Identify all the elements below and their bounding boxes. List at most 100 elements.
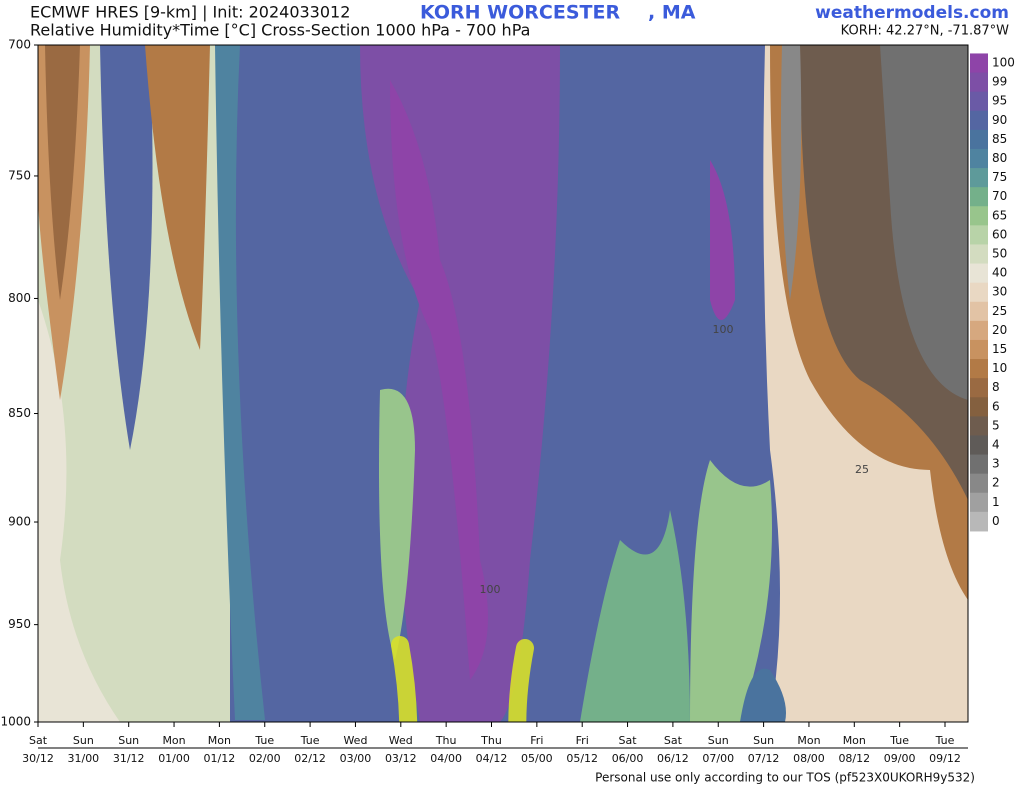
- field: [38, 45, 968, 722]
- colorbar-label: 30: [992, 285, 1007, 299]
- colorbar-label: 20: [992, 323, 1007, 337]
- colorbar-swatch: [970, 359, 988, 379]
- colorbar-swatch: [970, 168, 988, 188]
- field-region: [100, 45, 153, 450]
- colorbar-swatch: [970, 473, 988, 494]
- field-region: [390, 80, 488, 680]
- colorbar-label: 15: [992, 342, 1007, 356]
- x-tick-time: 06/12: [657, 752, 689, 765]
- colorbar-label: 85: [992, 132, 1007, 146]
- x-tick-label: Tue: [300, 734, 320, 747]
- x-tick-label: Wed: [389, 734, 413, 747]
- colorbar-label: 40: [992, 266, 1007, 280]
- x-tick-label: Fri: [530, 734, 543, 747]
- x-tick-label: Mon: [797, 734, 820, 747]
- field-region: [580, 510, 690, 722]
- colorbar-swatch: [970, 282, 988, 303]
- colorbar-label: 10: [992, 361, 1007, 375]
- colorbar-label: 50: [992, 247, 1007, 261]
- x-tick-time: 05/00: [521, 752, 553, 765]
- colorbar-label: 99: [992, 75, 1007, 89]
- colorbar-swatch: [970, 206, 988, 226]
- x-tick-label: Sat: [29, 734, 48, 747]
- x-tick-label: Fri: [576, 734, 589, 747]
- colorbar-swatch: [970, 148, 988, 169]
- x-tick-time: 31/12: [113, 752, 145, 765]
- chart-title: ECMWF HRES [9-km] | Init: 2024033012: [30, 3, 350, 22]
- colorbar-swatch: [970, 244, 988, 265]
- colorbar-label: 75: [992, 170, 1007, 184]
- x-tick-time: 01/00: [158, 752, 190, 765]
- colorbar-swatch: [970, 492, 988, 513]
- x-tick-time: 04/00: [430, 752, 462, 765]
- colorbar-label: 60: [992, 227, 1007, 241]
- x-tick-label: Thu: [480, 734, 502, 747]
- field-region: [690, 460, 772, 722]
- x-tick-time: 07/12: [748, 752, 780, 765]
- colorbar-swatch: [970, 129, 988, 150]
- x-tick-time: 03/00: [340, 752, 372, 765]
- colorbar-swatch: [970, 339, 988, 360]
- subtitle: Relative Humidity*Time [°C] Cross-Sectio…: [30, 21, 530, 40]
- x-tick-time: 02/00: [249, 752, 281, 765]
- x-tick-time: 08/00: [793, 752, 825, 765]
- location: KORH: 42.27°N, -71.87°W: [841, 24, 1009, 39]
- x-tick-time: 31/00: [67, 752, 99, 765]
- field-region: [145, 45, 210, 350]
- x-tick-time: 02/12: [294, 752, 326, 765]
- x-tick-label: Mon: [162, 734, 185, 747]
- field-region: [38, 300, 120, 722]
- colorbar-swatch: [970, 72, 988, 93]
- drawn-stroke: [391, 636, 418, 722]
- colorbar-label: 95: [992, 94, 1007, 108]
- colorbar-swatch: [970, 320, 988, 341]
- colorbar-label: 65: [992, 208, 1007, 222]
- field-region: [880, 45, 968, 400]
- x-tick-time: 09/00: [884, 752, 916, 765]
- colorbar-label: 90: [992, 113, 1007, 127]
- colorbar-label: 6: [992, 399, 1000, 413]
- contour-label: 100: [713, 323, 734, 336]
- x-tick-label: Sat: [664, 734, 683, 747]
- colorbar-swatch: [970, 511, 988, 532]
- colorbar-label: 8: [992, 380, 1000, 394]
- y-tick-label: 850: [8, 406, 31, 420]
- field-region: [710, 160, 735, 320]
- x-tick-label: Tue: [254, 734, 274, 747]
- colorbar-swatch: [970, 91, 988, 112]
- colorbar-swatch: [970, 397, 988, 417]
- colorbar-swatch: [970, 110, 988, 131]
- y-tick-label: 800: [8, 291, 31, 305]
- state: , MA: [648, 2, 696, 24]
- x-tick-label: Sun: [708, 734, 729, 747]
- colorbar-swatch: [970, 225, 988, 245]
- x-tick-label: Thu: [435, 734, 457, 747]
- x-tick-time: 30/12: [22, 752, 54, 765]
- colorbar-swatch: [970, 301, 988, 322]
- colorbar-swatch: [970, 454, 988, 475]
- colorbar-label: 0: [992, 514, 1000, 528]
- drawn-stroke: [508, 639, 534, 722]
- x-tick-label: Mon: [208, 734, 231, 747]
- brand: weathermodels.com: [815, 3, 1009, 23]
- colorbar-swatch: [970, 416, 988, 436]
- x-tick-label: Sun: [753, 734, 774, 747]
- x-tick-time: 08/12: [838, 752, 870, 765]
- colorbar-label: 2: [992, 476, 1000, 490]
- x-tick-label: Sun: [73, 734, 94, 747]
- contour-label: 100: [480, 583, 501, 596]
- y-tick-label: 750: [8, 168, 31, 182]
- x-tick-label: Tue: [889, 734, 909, 747]
- footer: Personal use only according to our TOS (…: [595, 771, 975, 785]
- contour-label: 25: [855, 463, 869, 476]
- colorbar-label: 100: [992, 56, 1015, 70]
- x-tick-label: Sun: [118, 734, 139, 747]
- x-tick-time: 09/12: [929, 752, 961, 765]
- colorbar-swatch: [970, 187, 988, 207]
- colorbar-label: 5: [992, 418, 1000, 432]
- colorbar-swatch: [970, 435, 988, 456]
- plot-frame: [37, 44, 969, 723]
- colorbar-label: 4: [992, 438, 1000, 452]
- colorbar-swatch: [970, 378, 988, 398]
